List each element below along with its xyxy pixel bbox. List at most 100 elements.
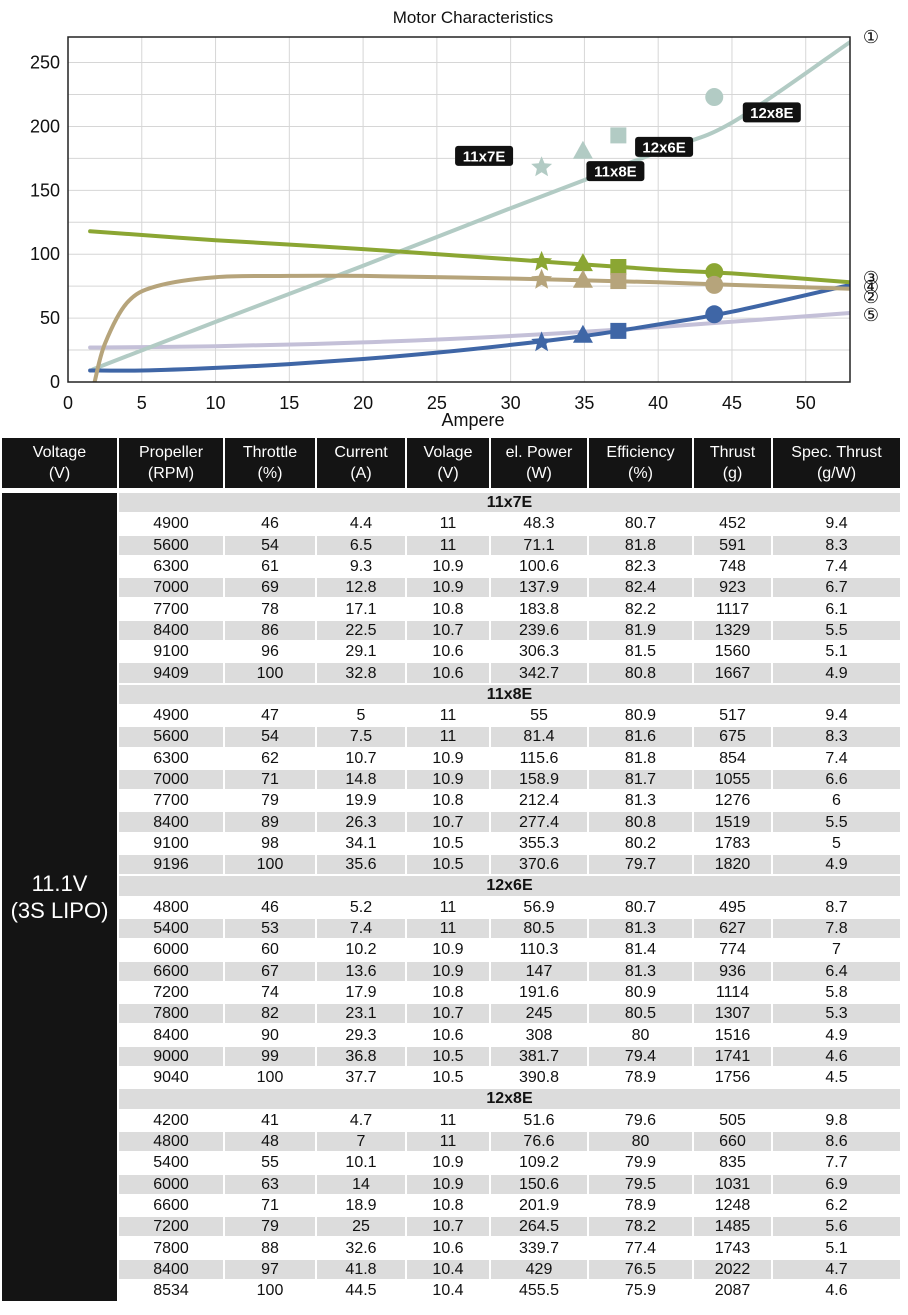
table-row: 6600 67 13.6 10.9 147 81.3 936 6.4 <box>2 960 900 983</box>
table-cell: 11 <box>405 896 490 919</box>
table-row: 4900 47 5 11 55 80.9 517 9.4 <box>2 704 900 728</box>
voltage-label: 11.1V <box>31 871 88 897</box>
table-cell: 7.4 <box>315 917 406 941</box>
x-tick-label: 0 <box>63 393 73 413</box>
series-line-1 <box>91 40 850 372</box>
series-line-5 <box>88 311 850 350</box>
table-cell: 835 <box>692 1152 772 1175</box>
table-cell: 9.4 <box>771 513 900 536</box>
table-cell: 8.7 <box>771 896 900 919</box>
table-row: 4200 41 4.7 11 51.6 79.6 505 9.8 <box>2 1109 900 1132</box>
column-header-title: Voltage <box>32 444 87 461</box>
table-row: 9100 96 29.1 10.6 306.3 81.5 1560 5.1 <box>2 641 900 664</box>
table-cell: 4.9 <box>771 854 900 877</box>
table-cell: 53 <box>223 917 316 941</box>
table-cell: 1114 <box>692 981 772 1005</box>
table-row: 8534 100 44.5 10.4 455.5 75.9 2087 4.6 <box>2 1279 900 1303</box>
table-cell: 7 <box>315 1130 406 1154</box>
group-header-row: 12x6E <box>2 875 900 898</box>
table-cell: 82.3 <box>587 555 693 579</box>
table-cell: 109.2 <box>489 1152 588 1175</box>
table-cell: 100 <box>223 1279 316 1303</box>
table-cell: 86 <box>223 619 316 643</box>
table-cell: 79.6 <box>587 1109 693 1132</box>
table-cell: 79.5 <box>587 1173 693 1196</box>
table-cell: 5400 <box>117 1152 224 1175</box>
marker-12x6e-series-1 <box>610 127 627 144</box>
table-cell: 591 <box>692 534 772 557</box>
column-header-title: Current <box>334 444 388 461</box>
table-cell: 74 <box>223 981 316 1005</box>
table-cell: 8400 <box>117 811 224 834</box>
table-cell: 11 <box>405 917 490 941</box>
table-cell: 10.7 <box>405 1216 490 1239</box>
table-cell: 6600 <box>117 1194 224 1218</box>
table-cell: 675 <box>692 726 772 749</box>
table-cell: 76.5 <box>587 1258 693 1281</box>
table-cell: 10.9 <box>405 1173 490 1196</box>
table-cell: 1485 <box>692 1216 772 1239</box>
column-header: el. Power (W) <box>489 438 588 488</box>
table-cell: 1329 <box>692 619 772 643</box>
table-cell: 147 <box>489 960 588 983</box>
table-cell: 390.8 <box>489 1067 588 1090</box>
table-row: 9196 100 35.6 10.5 370.6 79.7 1820 4.9 <box>2 854 900 877</box>
column-header-title: Thrust <box>709 444 756 461</box>
x-tick-label: 5 <box>137 393 147 413</box>
x-tick-label: 30 <box>501 393 521 413</box>
table-cell: 10.6 <box>405 1024 490 1047</box>
table-cell: 1743 <box>692 1237 772 1260</box>
table-cell: 10.6 <box>405 641 490 664</box>
table-cell: 69 <box>223 577 316 600</box>
table-cell: 88 <box>223 1237 316 1260</box>
table-cell: 51.6 <box>489 1109 588 1132</box>
table-cell: 1667 <box>692 662 772 685</box>
table-cell: 245 <box>489 1003 588 1026</box>
table-row: 9040 100 37.7 10.5 390.8 78.9 1756 4.5 <box>2 1067 900 1090</box>
table-cell: 5.5 <box>771 619 900 643</box>
table-cell: 4.7 <box>315 1109 406 1132</box>
table-cell: 7700 <box>117 598 224 621</box>
chart-svg: 0 5 10 15 20 25 30 35 40 45 50 0 50 100 150 200 250 Motor… <box>30 8 879 430</box>
table-cell: 44.5 <box>315 1279 406 1303</box>
table-cell: 17.9 <box>315 981 406 1005</box>
table-cell: 9.3 <box>315 555 406 579</box>
x-tick-label: 15 <box>279 393 299 413</box>
marker-12x6e-series-2 <box>610 259 627 275</box>
group-header-cell: 11x8E <box>118 683 900 706</box>
table-cell: 79.4 <box>587 1045 693 1069</box>
table-cell: 5 <box>315 704 406 728</box>
motor-characteristics-chart: 0 5 10 15 20 25 30 35 40 45 50 0 50 100 150 200 250 Motor… <box>0 0 908 434</box>
table-cell: 774 <box>692 939 772 962</box>
column-header-title: Spec. Thrust <box>791 444 882 461</box>
table-cell: 201.9 <box>489 1194 588 1218</box>
table-cell: 10.1 <box>315 1152 406 1175</box>
table-cell: 79 <box>223 790 316 813</box>
column-header-title: Throttle <box>242 444 298 461</box>
table-cell: 10.7 <box>405 619 490 643</box>
curve-number-label: ② <box>863 287 879 308</box>
column-header-unit: (A) <box>350 465 372 482</box>
table-cell: 1117 <box>692 598 772 621</box>
table-cell: 97 <box>223 1258 316 1281</box>
table-cell: 36.8 <box>315 1045 406 1069</box>
table-cell: 381.7 <box>489 1045 588 1069</box>
table-cell: 1276 <box>692 790 772 813</box>
table-cell: 82 <box>223 1003 316 1026</box>
table-cell: 1756 <box>692 1067 772 1090</box>
x-tick-label: 45 <box>722 393 742 413</box>
table-cell: 56.9 <box>489 896 588 919</box>
table-cell: 5.1 <box>771 1237 900 1260</box>
table-cell: 6 <box>771 790 900 813</box>
table-cell: 10.9 <box>405 939 490 962</box>
table-cell: 80.9 <box>587 981 693 1005</box>
table-cell: 7200 <box>117 981 224 1005</box>
table-cell: 80.5 <box>587 1003 693 1026</box>
table-row: 6300 62 10.7 10.9 115.6 81.8 854 7.4 <box>2 747 900 770</box>
table-cell: 13.6 <box>315 960 406 983</box>
table-cell: 5 <box>771 832 900 856</box>
voltage-cell: 11.1V (3S LIPO) <box>2 493 119 1302</box>
table-cell: 79 <box>223 1216 316 1239</box>
table-cell: 7000 <box>117 768 224 792</box>
